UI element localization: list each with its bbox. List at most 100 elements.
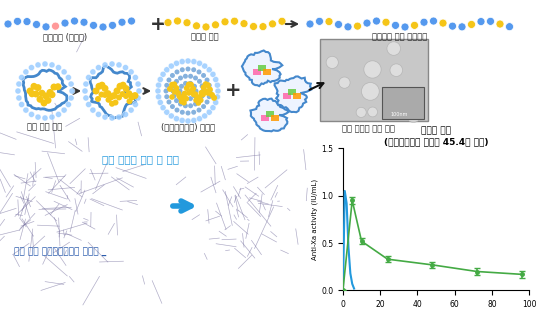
Circle shape [200, 88, 206, 94]
Circle shape [174, 98, 179, 103]
Bar [263, 69, 271, 75]
Circle shape [334, 20, 342, 28]
Circle shape [23, 18, 31, 26]
Circle shape [155, 88, 161, 94]
Bar [382, 87, 424, 119]
Bar [293, 93, 301, 99]
Circle shape [214, 82, 220, 88]
Circle shape [186, 90, 192, 96]
Circle shape [420, 18, 428, 26]
Circle shape [179, 93, 184, 98]
Circle shape [214, 94, 220, 100]
Circle shape [55, 83, 62, 90]
Bar [258, 65, 266, 71]
Circle shape [156, 94, 161, 100]
Circle shape [200, 84, 207, 91]
Circle shape [405, 96, 417, 108]
Circle shape [171, 88, 176, 94]
Circle shape [326, 56, 339, 69]
Circle shape [132, 74, 138, 81]
Circle shape [125, 90, 132, 97]
Circle shape [193, 101, 198, 107]
Text: +: + [150, 15, 166, 33]
Circle shape [207, 83, 212, 88]
Circle shape [35, 62, 41, 68]
Circle shape [164, 19, 172, 27]
Circle shape [35, 84, 42, 91]
Circle shape [127, 17, 136, 25]
Circle shape [123, 93, 129, 99]
Circle shape [42, 23, 50, 31]
Circle shape [98, 82, 105, 89]
Bar [320, 39, 428, 121]
Circle shape [61, 69, 67, 75]
Circle shape [188, 103, 193, 108]
Circle shape [51, 83, 57, 91]
Circle shape [179, 117, 185, 123]
Circle shape [173, 60, 179, 66]
Circle shape [15, 88, 21, 94]
Circle shape [43, 92, 50, 99]
Circle shape [168, 113, 174, 119]
Circle shape [49, 114, 55, 120]
Circle shape [102, 92, 108, 98]
Circle shape [170, 73, 175, 78]
Circle shape [96, 83, 103, 90]
Circle shape [29, 65, 35, 71]
Circle shape [23, 107, 29, 113]
Circle shape [210, 105, 216, 111]
Circle shape [156, 82, 161, 88]
Text: +: + [225, 82, 241, 100]
Circle shape [61, 19, 69, 27]
Circle shape [193, 97, 199, 103]
Circle shape [49, 62, 55, 68]
Circle shape [179, 99, 184, 104]
Circle shape [132, 92, 138, 99]
Circle shape [180, 95, 186, 100]
Circle shape [83, 95, 89, 101]
Circle shape [410, 21, 418, 29]
Circle shape [231, 17, 239, 25]
Circle shape [364, 61, 381, 78]
Text: 체내 단백질 결합 및 운반: 체내 단백질 결합 및 운반 [102, 154, 179, 164]
Circle shape [16, 81, 22, 87]
Circle shape [178, 88, 183, 94]
Circle shape [135, 95, 141, 101]
Circle shape [401, 23, 409, 31]
Circle shape [186, 66, 191, 71]
Circle shape [178, 101, 183, 107]
Circle shape [468, 20, 476, 28]
Circle shape [363, 19, 371, 27]
Circle shape [178, 95, 184, 100]
Text: (생체조건에서) 나노화: (생체조건에서) 나노화 [161, 122, 215, 132]
Circle shape [211, 95, 217, 101]
Circle shape [202, 23, 210, 31]
Circle shape [126, 98, 132, 104]
Circle shape [199, 90, 205, 96]
Circle shape [14, 17, 22, 25]
Circle shape [180, 67, 185, 72]
Circle shape [116, 95, 122, 100]
Circle shape [29, 111, 35, 117]
Circle shape [173, 17, 181, 25]
Circle shape [98, 91, 105, 98]
Circle shape [65, 74, 71, 81]
Circle shape [315, 17, 323, 25]
Circle shape [193, 88, 199, 94]
Circle shape [249, 23, 258, 31]
Circle shape [200, 94, 205, 99]
Circle shape [487, 17, 495, 25]
Circle shape [207, 87, 213, 93]
Circle shape [116, 62, 122, 68]
Bar [271, 115, 279, 121]
Text: 체내 단백질 결합 효과: 체내 단백질 결합 효과 [342, 125, 394, 133]
Circle shape [206, 109, 212, 115]
Circle shape [4, 20, 12, 28]
Circle shape [30, 83, 37, 90]
Circle shape [197, 79, 202, 84]
Circle shape [90, 69, 96, 75]
Circle shape [102, 114, 108, 120]
Circle shape [344, 23, 352, 31]
Circle shape [56, 65, 62, 71]
Circle shape [202, 81, 208, 87]
